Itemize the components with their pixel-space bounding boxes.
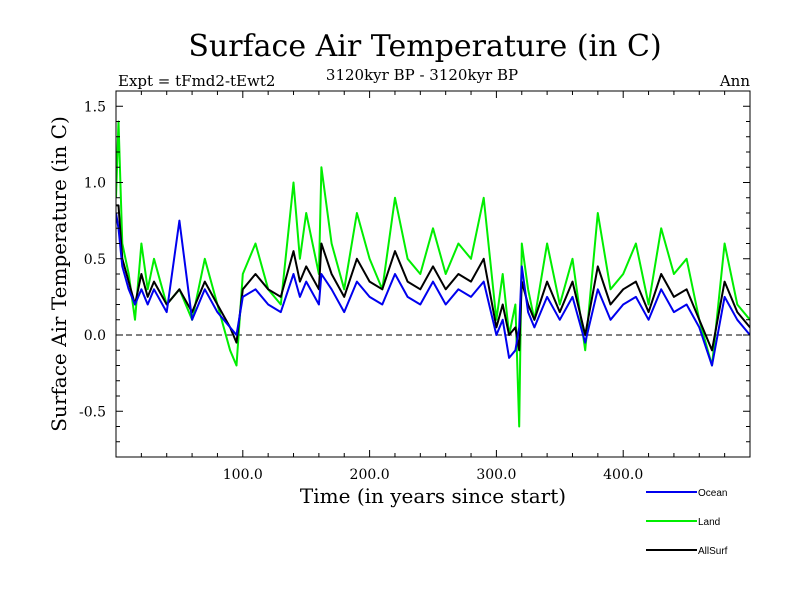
period-label: 3120kyr BP - 3120kyr BP xyxy=(326,66,518,84)
y-tick-label: 1.5 xyxy=(84,99,106,115)
x-axis-label: Time (in years since start) xyxy=(300,484,566,508)
series-layer xyxy=(116,120,750,428)
x-tick-label: 300.0 xyxy=(476,467,516,483)
y-tick-label: 1.0 xyxy=(84,176,106,192)
x-axis: 100.0 200.0 300.0 400.0 xyxy=(140,91,726,483)
y-tick-label: -0.5 xyxy=(79,404,106,420)
chart-title: Surface Air Temperature (in C) xyxy=(188,29,661,64)
plot-area-frame xyxy=(115,90,751,458)
x-tick-label: 200.0 xyxy=(350,467,390,483)
y-axis: -0.5 0.0 0.5 1.0 1.5 xyxy=(79,99,750,443)
x-tick-label: 100.0 xyxy=(223,467,263,483)
y-tick-label: 0.5 xyxy=(84,252,106,268)
series-line-allsurf xyxy=(116,204,750,352)
legend-label-land: Land xyxy=(698,517,720,528)
x-tick-label: 400.0 xyxy=(603,467,643,483)
season-label: Ann xyxy=(719,72,750,90)
series-line-land xyxy=(116,120,750,428)
legend: Ocean Land AllSurf xyxy=(646,488,728,557)
y-axis-label: Surface Air Temperature (in C) xyxy=(47,116,71,432)
legend-label-allsurf: AllSurf xyxy=(698,546,728,557)
legend-label-ocean: Ocean xyxy=(698,488,727,499)
y-tick-label: 0.0 xyxy=(84,328,106,344)
series-line-ocean xyxy=(116,212,750,367)
experiment-label: Expt = tFmd2-tEwt2 xyxy=(118,72,275,90)
